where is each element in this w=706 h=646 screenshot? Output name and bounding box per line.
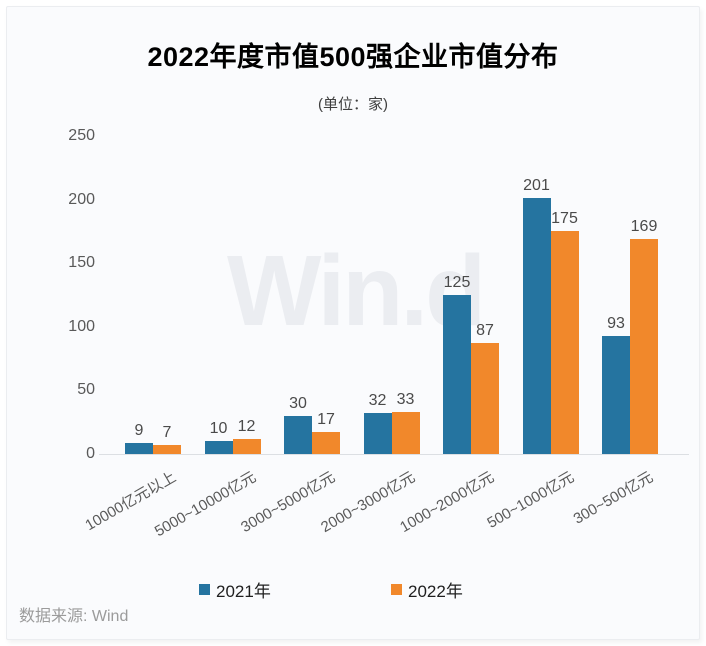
bar-value-label: 87	[476, 322, 494, 339]
legend-swatch-2021	[199, 584, 210, 595]
bar-value-label: 12	[237, 418, 256, 435]
legend-item-2021: 2021年	[199, 577, 271, 602]
bar-2021年-group5	[443, 295, 471, 454]
bar-2022年-group2	[232, 439, 261, 454]
bar-2021年-group3	[284, 416, 312, 454]
bar-2022年-group1	[153, 445, 181, 454]
bar-value-label: 169	[630, 218, 658, 235]
chart-title: 2022年度市值500强企业市值分布	[147, 42, 559, 72]
y-axis-tick-label: 200	[68, 190, 95, 208]
bar-value-label: 17	[317, 411, 335, 428]
chart-unit-label: (单位：家)	[318, 96, 388, 113]
bar-value-label: 201	[523, 177, 550, 194]
bar-2021年-group6	[522, 198, 551, 454]
y-axis-tick-label: 50	[77, 381, 95, 399]
bar-2021年-group1	[125, 443, 153, 454]
bar-2022年-group7	[630, 239, 658, 454]
bar-value-label: 7	[162, 424, 172, 441]
bar-value-label: 32	[368, 392, 387, 409]
legend-swatch-2022	[391, 584, 402, 595]
bar-2021年-group7	[602, 336, 630, 454]
x-axis-category-label: 300~500亿元	[570, 468, 656, 528]
bar-value-label: 93	[607, 315, 625, 332]
bar-value-label: 30	[289, 395, 307, 412]
legend-label-2022: 2022年	[408, 582, 463, 601]
bar-value-label: 9	[134, 422, 144, 439]
y-axis-tick-label: 150	[68, 254, 95, 272]
bar-2022年-group3	[312, 432, 340, 454]
chart-card: 2022年度市值500强企业市值分布 (单位：家) Win.d 0 50 100 15…	[6, 6, 700, 640]
x-axis-category-label: 500~1000亿元	[483, 468, 577, 532]
bar-2022年-group5	[471, 343, 499, 454]
legend-label-2021: 2021年	[216, 582, 271, 601]
bar-2022年-group4	[391, 412, 420, 454]
y-axis-tick-label: 0	[86, 445, 95, 462]
legend: 2021年 2022年	[7, 577, 699, 602]
bar-value-label: 125	[443, 274, 471, 291]
data-source: 数据来源: Wind	[19, 608, 129, 625]
bar-2021年-group2	[204, 441, 233, 454]
bar-value-label: 10	[209, 420, 228, 437]
bar-2022年-group6	[550, 231, 579, 454]
y-axis-tick-label: 250	[68, 127, 95, 144]
plot-area: Win.d 0 50 100 150 200 250 9 7 10000亿元以上 10 12 5000…	[7, 7, 699, 639]
legend-item-2022: 2022年	[391, 577, 463, 602]
x-axis-line	[99, 454, 689, 455]
bar-value-label: 175	[551, 210, 578, 227]
bar-2021年-group4	[363, 413, 392, 454]
y-axis-tick-label: 100	[68, 317, 95, 335]
bar-value-label: 33	[396, 391, 415, 408]
